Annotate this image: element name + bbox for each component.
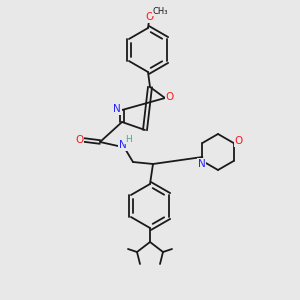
Text: O: O <box>235 136 243 146</box>
Text: O: O <box>166 92 174 102</box>
Text: O: O <box>75 135 83 145</box>
Text: N: N <box>197 159 205 169</box>
Text: O: O <box>145 12 153 22</box>
Text: H: H <box>124 134 131 143</box>
Text: N: N <box>113 104 121 114</box>
Text: N: N <box>119 140 127 150</box>
Text: CH₃: CH₃ <box>152 7 168 16</box>
